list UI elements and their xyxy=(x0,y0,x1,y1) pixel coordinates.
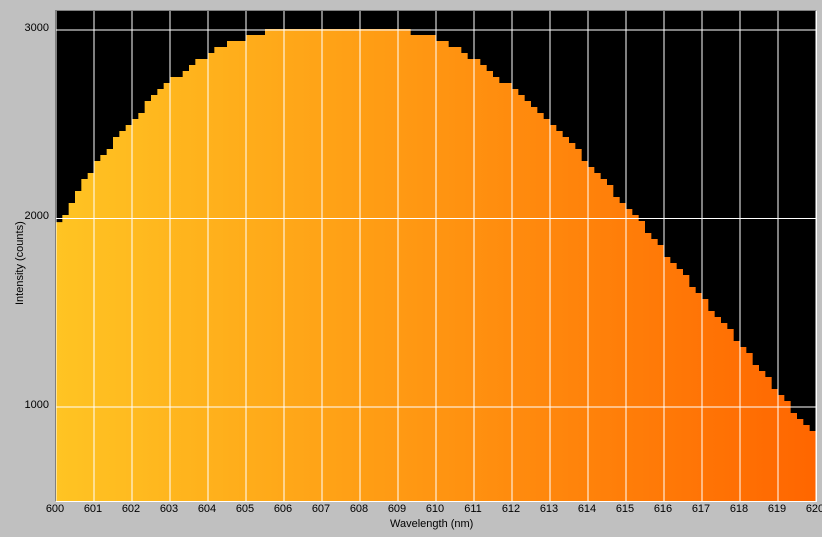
plot-area xyxy=(55,10,817,502)
x-tick-label: 612 xyxy=(496,503,526,515)
x-tick-label: 600 xyxy=(40,503,70,515)
x-tick-label: 620 xyxy=(800,503,822,515)
x-tick-label: 607 xyxy=(306,503,336,515)
x-tick-label: 616 xyxy=(648,503,678,515)
y-tick-label: 3000 xyxy=(0,22,49,34)
spectrum-chart: Intensity (counts) Wavelength (nm) 1000 2… xyxy=(0,0,822,537)
y-tick-label: 2000 xyxy=(0,210,49,222)
x-tick-label: 618 xyxy=(724,503,754,515)
x-tick-label: 614 xyxy=(572,503,602,515)
plot-svg xyxy=(56,11,816,501)
x-tick-label: 608 xyxy=(344,503,374,515)
x-tick-label: 602 xyxy=(116,503,146,515)
x-tick-label: 617 xyxy=(686,503,716,515)
x-tick-label: 606 xyxy=(268,503,298,515)
x-tick-label: 609 xyxy=(382,503,412,515)
x-tick-label: 615 xyxy=(610,503,640,515)
y-tick-label: 1000 xyxy=(0,399,49,411)
x-tick-label: 603 xyxy=(154,503,184,515)
x-axis-label: Wavelength (nm) xyxy=(390,518,473,530)
x-tick-label: 605 xyxy=(230,503,260,515)
x-tick-label: 613 xyxy=(534,503,564,515)
y-axis-label: Intensity (counts) xyxy=(14,221,26,305)
x-tick-label: 611 xyxy=(458,503,488,515)
x-tick-label: 601 xyxy=(78,503,108,515)
x-tick-label: 610 xyxy=(420,503,450,515)
x-tick-label: 604 xyxy=(192,503,222,515)
x-tick-label: 619 xyxy=(762,503,792,515)
